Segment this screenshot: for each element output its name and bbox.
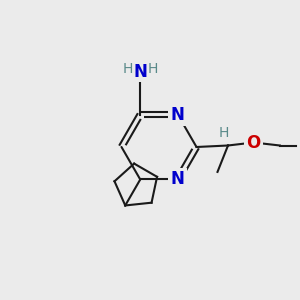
Text: N: N	[171, 170, 185, 188]
Text: H: H	[122, 62, 133, 76]
Text: O: O	[246, 134, 261, 152]
Text: N: N	[171, 106, 185, 124]
Text: H: H	[148, 62, 158, 76]
Text: H: H	[218, 126, 229, 140]
Text: N: N	[133, 63, 147, 81]
